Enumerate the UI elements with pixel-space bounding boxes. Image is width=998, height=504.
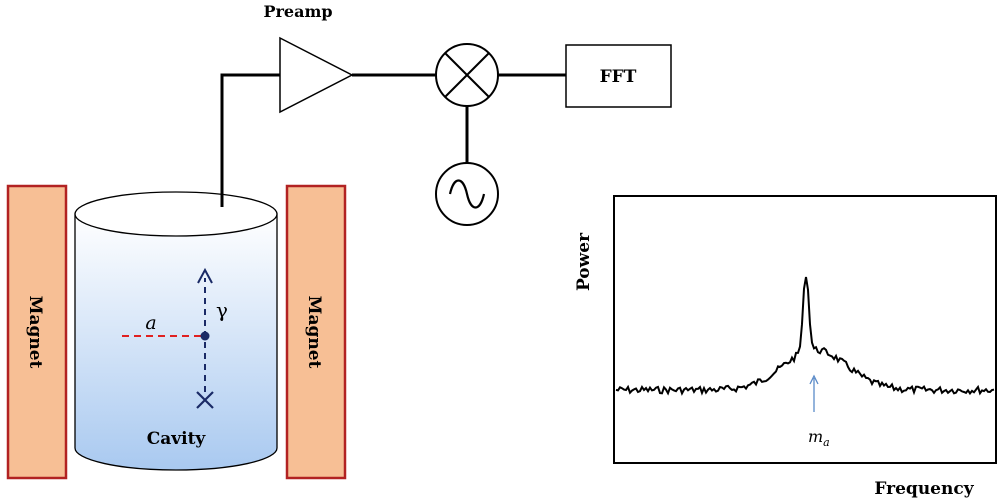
photon-label: γ (216, 298, 228, 322)
mass-marker-arrowhead (809, 374, 819, 385)
sine-oscillator-icon (435, 162, 499, 226)
antenna-wire (220, 73, 280, 207)
circle-cross-mixer-icon (435, 43, 499, 107)
magnet-right: Magnet (285, 184, 347, 480)
frequency-axis-label: Frequency (874, 479, 974, 499)
photon-arrowhead (197, 267, 213, 284)
power-axis-label: Power (574, 232, 594, 291)
axion-label: a (145, 312, 156, 334)
triangle-amplifier-icon (279, 36, 354, 114)
cross-marker-icon (196, 391, 214, 409)
fft-box (565, 44, 672, 108)
conversion-point (200, 331, 210, 341)
fft-label: FFT (600, 67, 637, 87)
magnet-right-label: Magnet (304, 296, 324, 369)
cavity: Cavity (74, 191, 278, 471)
mass-marker-label: ma (808, 427, 830, 449)
spectrum-trace (615, 276, 995, 396)
preamp-label: Preamp (263, 2, 332, 21)
magnet-left: Magnet (6, 184, 68, 480)
plot-frame (613, 195, 997, 464)
magnet-left-label: Magnet (25, 296, 45, 369)
cavity-label: Cavity (147, 429, 207, 449)
spectrum-plot: Power Frequency ma (574, 195, 997, 499)
